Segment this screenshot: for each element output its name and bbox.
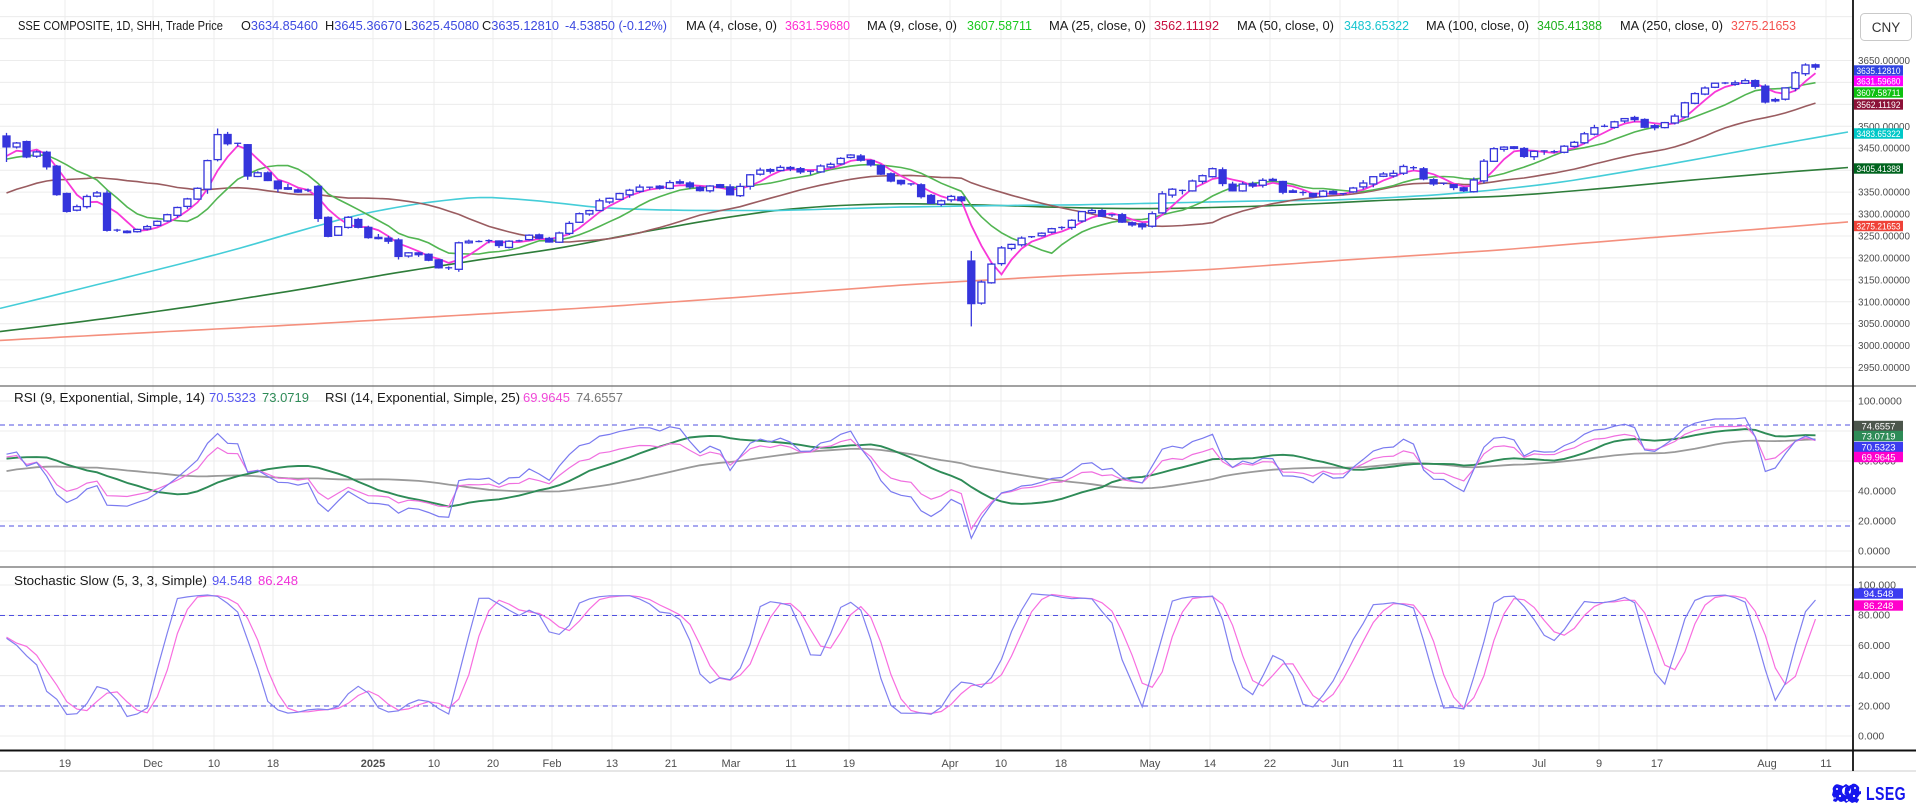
svg-text:L3625.45080: L3625.45080 — [404, 19, 479, 33]
svg-text:18: 18 — [1055, 758, 1067, 770]
svg-text:Feb: Feb — [543, 758, 562, 770]
svg-text:0.0000: 0.0000 — [1858, 546, 1890, 558]
svg-text:MA (100, close, 0): MA (100, close, 0) — [1426, 19, 1529, 33]
svg-text:SSE COMPOSITE, 1D, SHH, Trade: SSE COMPOSITE, 1D, SHH, Trade Price — [18, 19, 223, 33]
svg-text:3100.00000: 3100.00000 — [1858, 296, 1910, 308]
svg-text:2950.00000: 2950.00000 — [1858, 362, 1910, 374]
svg-text:3631.59680: 3631.59680 — [1857, 76, 1901, 87]
svg-text:70.5323: 70.5323 — [1862, 442, 1896, 453]
svg-text:19: 19 — [1453, 758, 1465, 770]
svg-text:73.0719: 73.0719 — [262, 391, 309, 405]
svg-text:21: 21 — [665, 758, 677, 770]
svg-text:3275.21653: 3275.21653 — [1857, 221, 1901, 232]
svg-text:CNY: CNY — [1872, 20, 1901, 35]
svg-text:3631.59680: 3631.59680 — [785, 19, 850, 33]
svg-text:20.0000: 20.0000 — [1858, 516, 1896, 528]
svg-text:3350.00000: 3350.00000 — [1858, 187, 1910, 199]
svg-text:69.9645: 69.9645 — [523, 391, 570, 405]
svg-text:Dec: Dec — [143, 758, 163, 770]
svg-text:73.0719: 73.0719 — [1862, 431, 1896, 442]
svg-text:69.9645: 69.9645 — [1862, 452, 1896, 463]
svg-text:19: 19 — [59, 758, 71, 770]
svg-text:80.000: 80.000 — [1858, 610, 1890, 622]
svg-text:3450.00000: 3450.00000 — [1858, 143, 1910, 155]
svg-text:C3635.12810: C3635.12810 — [482, 19, 559, 33]
svg-text:MA (50, close, 0): MA (50, close, 0) — [1237, 19, 1334, 33]
svg-text:3405.41388: 3405.41388 — [1857, 164, 1901, 175]
svg-text:Apr: Apr — [941, 758, 958, 770]
svg-text:100.0000: 100.0000 — [1858, 396, 1902, 408]
svg-text:0.000: 0.000 — [1858, 731, 1884, 743]
svg-text:17: 17 — [1651, 758, 1663, 770]
svg-text:-4.53850 (-0.12%): -4.53850 (-0.12%) — [565, 19, 667, 33]
svg-text:Aug: Aug — [1757, 758, 1777, 770]
svg-text:11: 11 — [785, 758, 796, 770]
svg-text:3635.12810: 3635.12810 — [1857, 66, 1901, 77]
svg-text:19: 19 — [843, 758, 855, 770]
svg-text:9: 9 — [1596, 758, 1602, 770]
svg-text:3483.65322: 3483.65322 — [1857, 129, 1901, 140]
svg-text:40.000: 40.000 — [1858, 670, 1890, 682]
svg-text:3607.58711: 3607.58711 — [967, 19, 1032, 33]
svg-text:Mar: Mar — [722, 758, 741, 770]
svg-text:3607.58711: 3607.58711 — [1857, 88, 1901, 99]
svg-text:MA (250, close, 0): MA (250, close, 0) — [1620, 19, 1723, 33]
svg-text:20: 20 — [487, 758, 499, 770]
svg-text:10: 10 — [428, 758, 440, 770]
svg-text:86.248: 86.248 — [258, 574, 298, 588]
svg-text:86.248: 86.248 — [1864, 601, 1894, 612]
svg-text:74.6557: 74.6557 — [1862, 421, 1896, 432]
svg-text:11: 11 — [1820, 758, 1831, 770]
svg-text:22: 22 — [1264, 758, 1276, 770]
svg-text:60.000: 60.000 — [1858, 640, 1890, 652]
svg-text:13: 13 — [606, 758, 618, 770]
svg-text:3483.65322: 3483.65322 — [1344, 19, 1409, 33]
svg-text:Jul: Jul — [1532, 758, 1546, 770]
svg-text:11: 11 — [1392, 758, 1403, 770]
svg-text:3150.00000: 3150.00000 — [1858, 274, 1910, 286]
svg-text:MA (25, close, 0): MA (25, close, 0) — [1049, 19, 1146, 33]
svg-text:O3634.85460: O3634.85460 — [241, 19, 318, 33]
svg-text:2025: 2025 — [361, 758, 385, 770]
svg-text:Stochastic Slow (5, 3, 3, Simp: Stochastic Slow (5, 3, 3, Simple) — [14, 574, 207, 588]
svg-text:3650.00000: 3650.00000 — [1858, 55, 1910, 67]
svg-text:18: 18 — [267, 758, 279, 770]
svg-text:MA (9, close, 0): MA (9, close, 0) — [867, 19, 957, 33]
svg-text:20.000: 20.000 — [1858, 700, 1890, 712]
svg-text:MA (4, close, 0): MA (4, close, 0) — [686, 19, 777, 33]
svg-text:RSI (14, Exponential, Simple,: RSI (14, Exponential, Simple, 25) — [325, 391, 520, 405]
svg-text:Jun: Jun — [1331, 758, 1349, 770]
svg-text:3050.00000: 3050.00000 — [1858, 318, 1910, 330]
svg-text:10: 10 — [995, 758, 1007, 770]
svg-text:3200.00000: 3200.00000 — [1858, 252, 1910, 264]
svg-text:40.0000: 40.0000 — [1858, 486, 1896, 498]
svg-text:10: 10 — [208, 758, 220, 770]
svg-text:H3645.36670: H3645.36670 — [325, 19, 402, 33]
svg-text:74.6557: 74.6557 — [576, 391, 623, 405]
svg-text:3300.00000: 3300.00000 — [1858, 209, 1910, 221]
svg-text:May: May — [1140, 758, 1161, 770]
svg-text:3275.21653: 3275.21653 — [1731, 19, 1796, 33]
svg-text:RSI (9, Exponential, Simple, 1: RSI (9, Exponential, Simple, 14) — [14, 391, 205, 405]
svg-text:94.548: 94.548 — [212, 574, 252, 588]
svg-text:3562.11192: 3562.11192 — [1154, 19, 1219, 33]
svg-text:LSEG: LSEG — [1866, 784, 1906, 803]
svg-text:3405.41388: 3405.41388 — [1537, 19, 1602, 33]
svg-text:14: 14 — [1204, 758, 1216, 770]
svg-text:94.548: 94.548 — [1864, 589, 1894, 600]
svg-text:70.5323: 70.5323 — [209, 391, 256, 405]
svg-text:3250.00000: 3250.00000 — [1858, 231, 1910, 243]
svg-text:3562.11192: 3562.11192 — [1857, 100, 1901, 111]
svg-text:3000.00000: 3000.00000 — [1858, 340, 1910, 352]
